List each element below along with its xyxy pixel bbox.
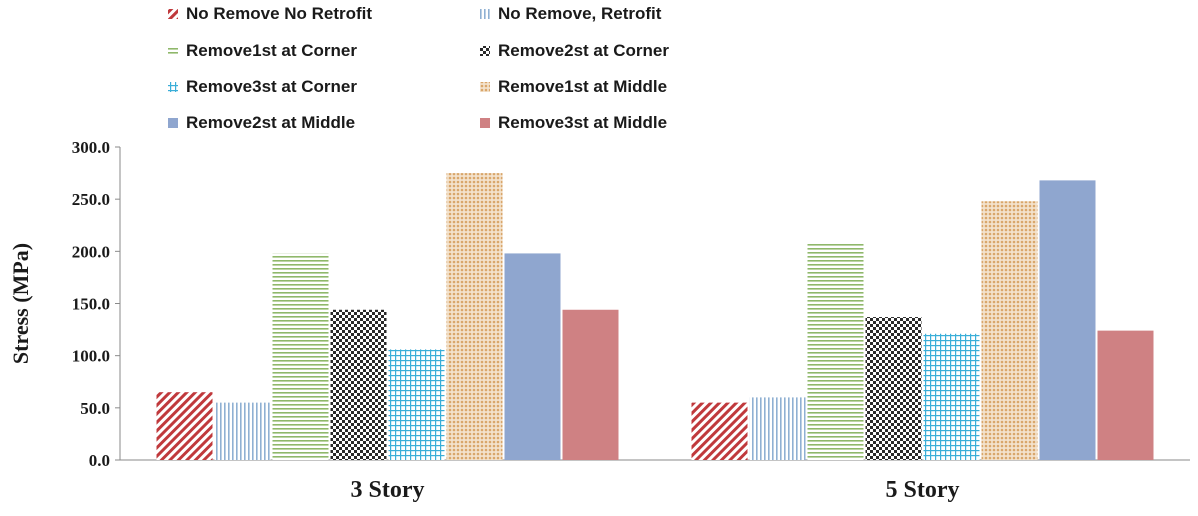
- legend-item: Remove1st at Corner: [168, 41, 357, 60]
- legend-swatch: [480, 9, 490, 19]
- bar: [446, 173, 503, 461]
- legend-swatch: [168, 9, 178, 19]
- bar: [749, 397, 806, 460]
- bar: [504, 253, 561, 460]
- x-category-label: 5 Story: [886, 477, 960, 503]
- y-tick-label: 50.0: [80, 399, 110, 418]
- legend-item: No Remove, Retrofit: [480, 4, 662, 23]
- bar: [214, 402, 271, 460]
- bar: [1039, 180, 1096, 461]
- bar: [156, 392, 213, 460]
- legend-item: Remove3st at Corner: [168, 77, 357, 96]
- bar: [562, 309, 619, 460]
- legend-swatch: [480, 118, 490, 128]
- legend-label: Remove3st at Middle: [498, 113, 667, 132]
- legend-label: Remove3st at Corner: [186, 77, 357, 96]
- legend-item: Remove2st at Middle: [168, 113, 355, 132]
- legend-item: Remove1st at Middle: [480, 77, 667, 96]
- y-tick-label: 300.0: [72, 138, 110, 157]
- legend-item: Remove3st at Middle: [480, 113, 667, 132]
- bar: [272, 253, 329, 460]
- legend-label: Remove2st at Middle: [186, 113, 355, 132]
- y-tick-label: 100.0: [72, 347, 110, 366]
- y-tick-label: 150.0: [72, 295, 110, 314]
- legend-swatch: [168, 46, 178, 56]
- legend-label: Remove1st at Corner: [186, 41, 357, 60]
- bar: [981, 201, 1038, 460]
- y-axis-label: Stress (MPa): [8, 243, 33, 364]
- legend-item: Remove2st at Corner: [480, 41, 669, 60]
- legend-swatch: [168, 82, 178, 92]
- legend-item: No Remove No Retrofit: [168, 4, 372, 23]
- bar: [865, 317, 922, 460]
- bar: [388, 349, 445, 460]
- bar: [923, 333, 980, 460]
- bar: [330, 309, 387, 460]
- legend-swatch: [168, 118, 178, 128]
- legend-swatch: [480, 82, 490, 92]
- bar: [807, 242, 864, 460]
- bar: [691, 402, 748, 460]
- y-tick-label: 200.0: [72, 242, 110, 261]
- y-tick-label: 0.0: [89, 451, 110, 470]
- y-tick-label: 250.0: [72, 190, 110, 209]
- legend-label: No Remove No Retrofit: [186, 4, 372, 23]
- x-category-label: 3 Story: [351, 477, 425, 503]
- legend-swatch: [480, 46, 490, 56]
- legend-label: No Remove, Retrofit: [498, 4, 662, 23]
- legend-label: Remove1st at Middle: [498, 77, 667, 96]
- bar: [1097, 330, 1154, 460]
- legend-label: Remove2st at Corner: [498, 41, 669, 60]
